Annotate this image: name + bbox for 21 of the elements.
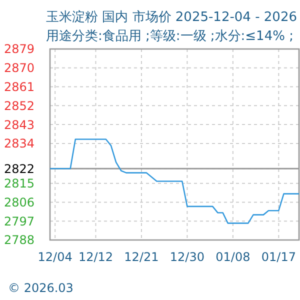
chart-subtitle: 用途分类:食品用 ;等级:一级 ;水分:≤14% ; <box>46 29 294 44</box>
y-tick-label: 2815 <box>4 176 35 191</box>
y-tick-label: 2788 <box>4 233 35 248</box>
y-tick-label: 2852 <box>4 98 35 113</box>
y-tick-label: 2806 <box>4 195 35 210</box>
y-tick-label: 2861 <box>4 80 35 94</box>
line-series <box>49 138 300 224</box>
y-tick-label: 2797 <box>4 214 35 228</box>
x-tick-label: 12/30 <box>170 250 204 264</box>
y-tick-label: 2879 <box>4 42 35 56</box>
x-tick-label: 01/08 <box>216 250 250 264</box>
x-tick-label: 12/12 <box>78 250 114 264</box>
chart-title: 玉米淀粉 国内 市场价 2025-12-04 - 2026 <box>46 10 297 25</box>
y-tick-label: 2822 <box>4 162 35 176</box>
x-tick-label: 12/21 <box>124 250 159 264</box>
x-tick-label: 01/17 <box>261 250 296 264</box>
y-tick-label: 2843 <box>4 118 35 132</box>
y-tick-label: 2870 <box>4 61 35 76</box>
y-tick-label: 2834 <box>4 136 35 151</box>
text: © 2026.03 <box>8 281 74 295</box>
x-tick-label: 12/04 <box>38 250 72 264</box>
